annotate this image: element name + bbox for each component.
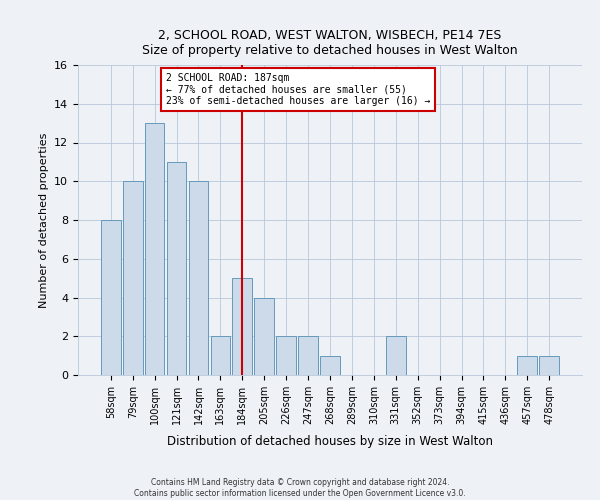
Bar [298,336,318,375]
Bar [188,181,208,375]
Title: 2, SCHOOL ROAD, WEST WALTON, WISBECH, PE14 7ES
Size of property relative to deta: 2, SCHOOL ROAD, WEST WALTON, WISBECH, PE… [142,29,518,57]
Bar [254,298,274,375]
Text: Contains HM Land Registry data © Crown copyright and database right 2024.
Contai: Contains HM Land Registry data © Crown c… [134,478,466,498]
Bar [320,356,340,375]
Bar [101,220,121,375]
X-axis label: Distribution of detached houses by size in West Walton: Distribution of detached houses by size … [167,435,493,448]
Bar [145,123,164,375]
Text: 2 SCHOOL ROAD: 187sqm
← 77% of detached houses are smaller (55)
23% of semi-deta: 2 SCHOOL ROAD: 187sqm ← 77% of detached … [166,72,430,106]
Bar [517,356,537,375]
Bar [167,162,187,375]
Bar [211,336,230,375]
Bar [232,278,252,375]
Bar [276,336,296,375]
Bar [386,336,406,375]
Bar [123,181,143,375]
Bar [539,356,559,375]
Y-axis label: Number of detached properties: Number of detached properties [38,132,49,308]
